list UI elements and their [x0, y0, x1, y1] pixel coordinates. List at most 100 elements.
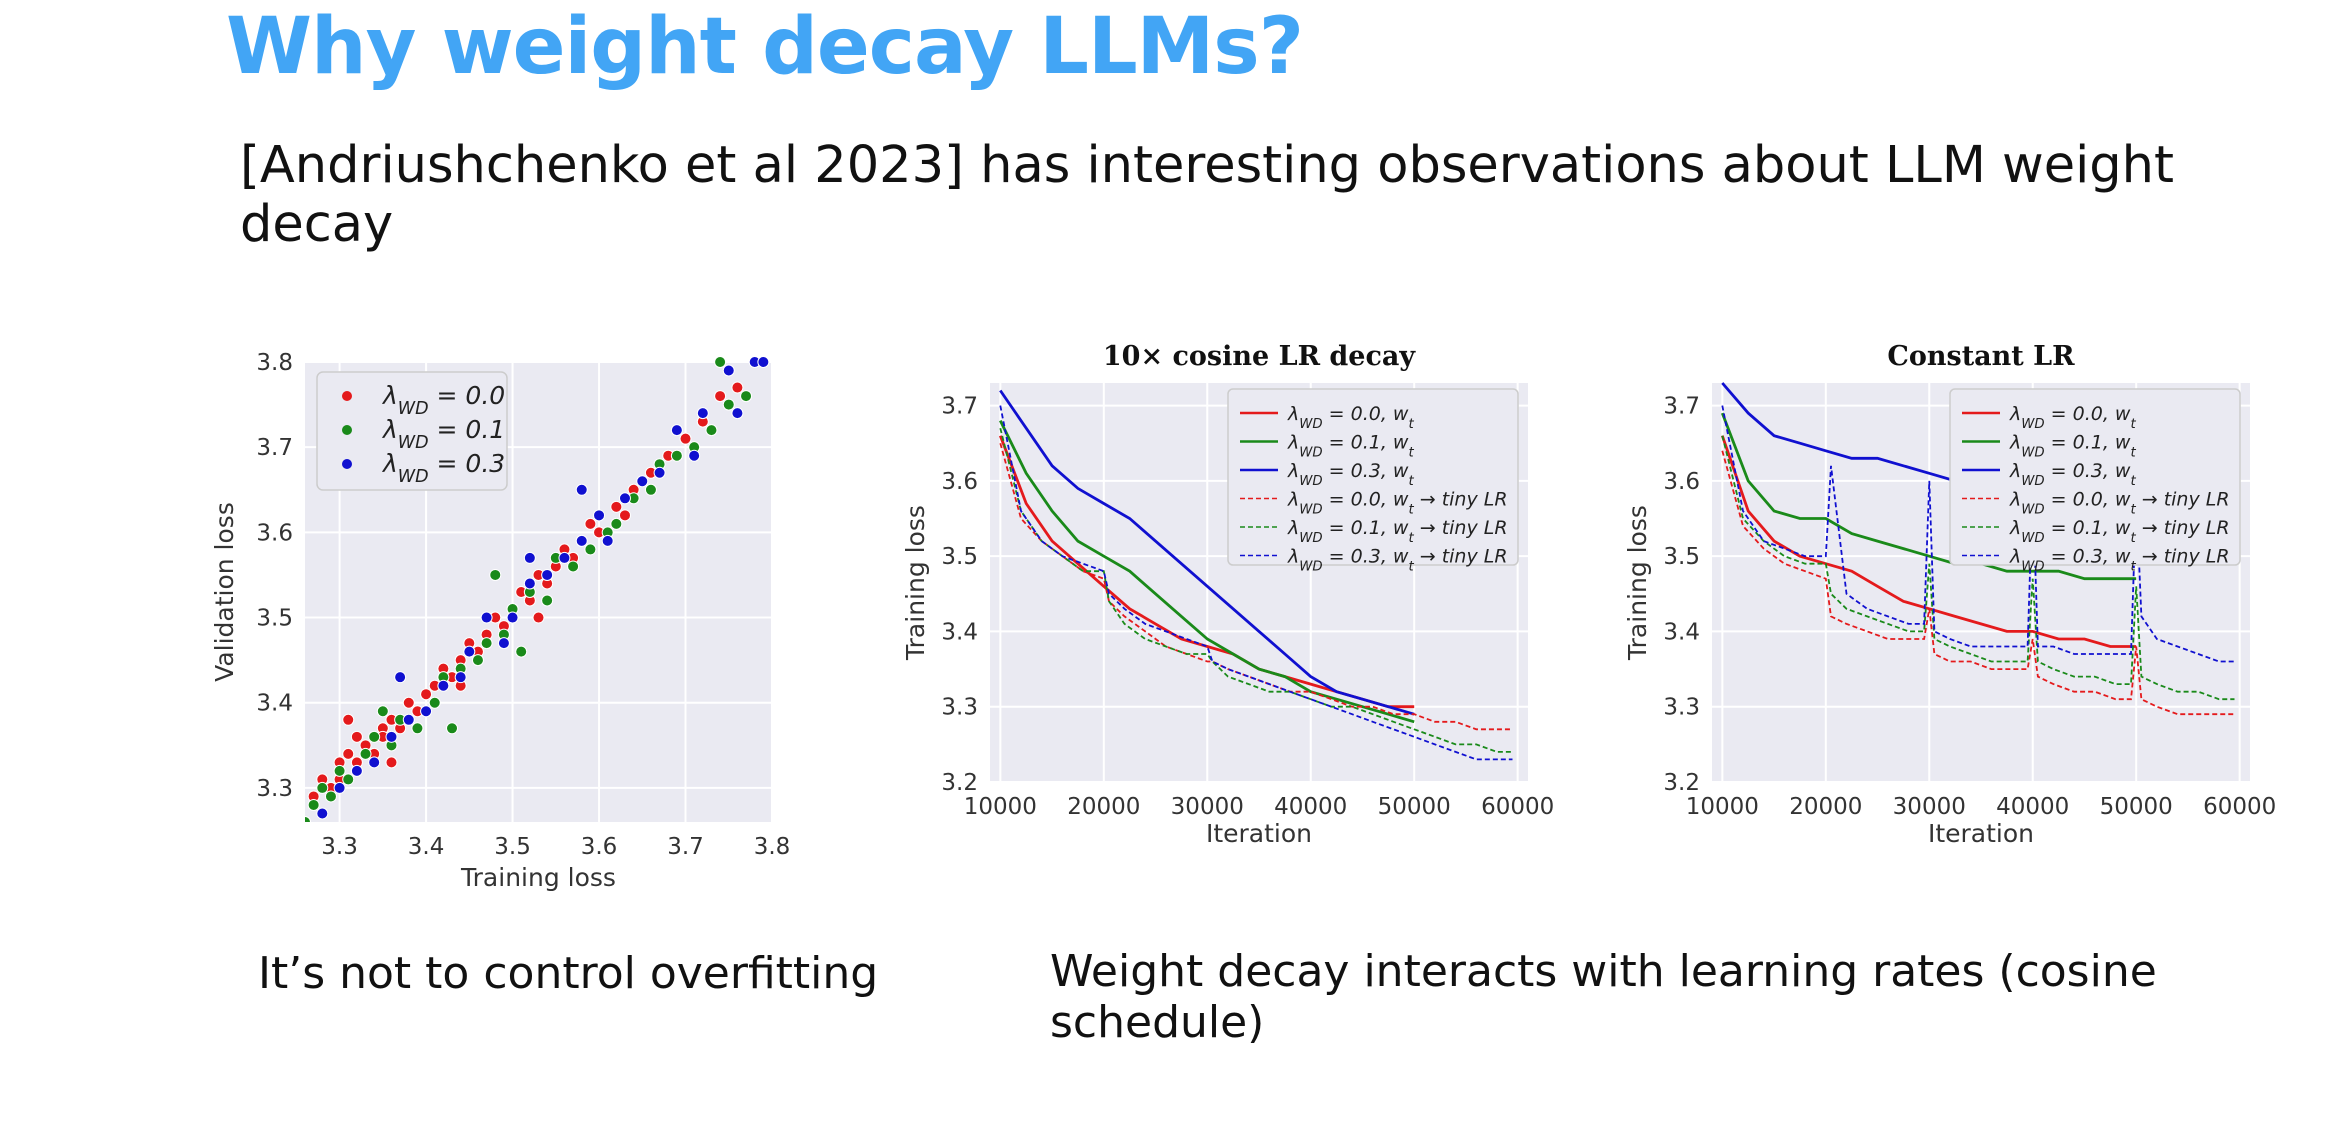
scatter-point — [610, 500, 623, 513]
plot-marks — [998, 389, 1513, 761]
scatter-point — [731, 407, 744, 420]
y-tick-label: 3.7 — [941, 394, 978, 420]
legend-marker — [342, 391, 352, 401]
scatter-point — [593, 509, 606, 522]
scatter-point — [688, 449, 701, 462]
legend-label: λWD = 0.0 — [381, 381, 505, 419]
scatter-point — [670, 424, 683, 437]
scatter-point — [471, 654, 484, 667]
caption-overfitting: It’s not to control overfitting — [258, 948, 879, 999]
scatter-point — [584, 543, 597, 556]
x-tick-label: 3.5 — [494, 834, 531, 860]
x-tick-label: 60000 — [2203, 794, 2276, 820]
chart-1: 3.3 3.4 3.5 3.6 3.7 3.8 3.3 3.4 3.5 3.6 3.7 3.8 Trai… — [210, 350, 790, 892]
legend-label: λWD = 0.0, wt → tiny LR — [1287, 489, 1508, 518]
scatter-point — [307, 798, 320, 811]
x-tick-label: 10000 — [1686, 794, 1759, 820]
x-tick-label: 50000 — [2100, 794, 2173, 820]
x-tick-label: 60000 — [1481, 794, 1554, 820]
scatter-point — [584, 517, 597, 530]
legend-label: λWD = 0.0, wt — [1287, 403, 1414, 432]
scatter-point — [316, 781, 329, 794]
scatter-point — [333, 781, 346, 794]
scatter-point — [428, 696, 441, 709]
legend-label: λWD = 0.0, wt — [2009, 403, 2136, 432]
y-tick-label: 3.5 — [1663, 544, 1700, 570]
y-tick-label: 3.5 — [941, 544, 978, 570]
y-tick-label: 3.3 — [256, 776, 293, 802]
scatter-point — [350, 764, 363, 777]
series-line — [1720, 412, 2137, 581]
legend-label: λWD = 0.3, wt — [2009, 460, 2136, 489]
y-tick-label: 3.7 — [256, 435, 293, 461]
scatter-point — [480, 637, 493, 650]
x-axis-label: Training loss — [460, 863, 616, 892]
legend-box — [1227, 388, 1519, 566]
scatter-point — [636, 475, 649, 488]
scatter-point — [757, 356, 770, 368]
legend-label: λWD = 0.1 — [381, 415, 505, 453]
scatter-point — [342, 773, 355, 786]
x-tick-label: 40000 — [1274, 794, 1347, 820]
scatter-point — [305, 816, 311, 822]
y-axis-label: Validation loss — [210, 502, 239, 682]
legend-box — [1949, 388, 2241, 566]
scatter-point — [376, 705, 389, 718]
legend-label: λWD = 0.0, wt → tiny LR — [2009, 489, 2230, 518]
scatter-point — [532, 611, 545, 624]
y-tick-label: 3.3 — [1663, 695, 1700, 721]
scatter-point — [342, 713, 355, 726]
y-tick-label: 3.4 — [941, 619, 978, 645]
scatter-point — [489, 568, 502, 581]
series-line — [1721, 405, 2235, 663]
series-line — [1721, 435, 2235, 701]
scatter-point — [731, 381, 744, 394]
slide-subtitle: [Andriushchenko et al 2023] has interest… — [240, 136, 2174, 254]
y-tick-label: 3.4 — [1663, 619, 1700, 645]
y-tick-label: 3.6 — [941, 469, 978, 495]
chart-2: 10000 20000 30000 40000 50000 60000 3.2 3.3 3.4 3… — [901, 341, 1554, 848]
scatter-point — [567, 560, 580, 573]
x-tick-label: 20000 — [1789, 794, 1862, 820]
scatter-point — [333, 764, 346, 777]
scatter-point — [316, 807, 329, 820]
legend-label: λWD = 0.1, wt → tiny LR — [2009, 517, 2230, 546]
x-tick-label: 50000 — [1378, 794, 1451, 820]
scatter-point — [575, 534, 588, 547]
legend-label: λWD = 0.1, wt — [2009, 432, 2136, 461]
y-tick-label: 3.5 — [256, 606, 293, 632]
scatter-point — [385, 730, 398, 743]
y-tick-label: 3.7 — [1663, 394, 1700, 420]
scatter-point — [618, 509, 631, 522]
legend-label: λWD = 0.3, wt → tiny LR — [2009, 546, 2230, 575]
chart-3: 10000 20000 30000 40000 50000 60000 3.2 3.3 3.4 3… — [1623, 341, 2276, 848]
x-tick-label: 3.7 — [667, 834, 704, 860]
scatter-point — [420, 688, 433, 701]
x-tick-label: 40000 — [1996, 794, 2069, 820]
series-line — [999, 389, 1415, 716]
scatter-point — [670, 449, 683, 462]
scatter-point — [541, 568, 554, 581]
scatter-point — [618, 492, 631, 505]
x-tick-label: 30000 — [1893, 794, 1966, 820]
scatter-point — [342, 747, 355, 760]
x-tick-label: 3.6 — [581, 834, 618, 860]
legend-label: λWD = 0.3, wt — [1287, 460, 1414, 489]
scatter-point — [653, 466, 666, 479]
scatter-point — [541, 594, 554, 607]
legend-box — [316, 371, 508, 491]
scatter-point — [575, 483, 588, 496]
series-line — [999, 427, 1513, 753]
x-tick-label: 20000 — [1067, 794, 1140, 820]
scatter-point — [558, 551, 571, 564]
scatter-point — [601, 534, 614, 547]
caption-lr-interaction: Weight decay interacts with learning rat… — [1050, 946, 2157, 1048]
y-tick-label: 3.6 — [1663, 469, 1700, 495]
scatter-point — [722, 364, 735, 377]
scatter-point — [523, 551, 536, 564]
scatter-point — [411, 722, 424, 735]
legend-label: λWD = 0.3 — [381, 449, 505, 487]
